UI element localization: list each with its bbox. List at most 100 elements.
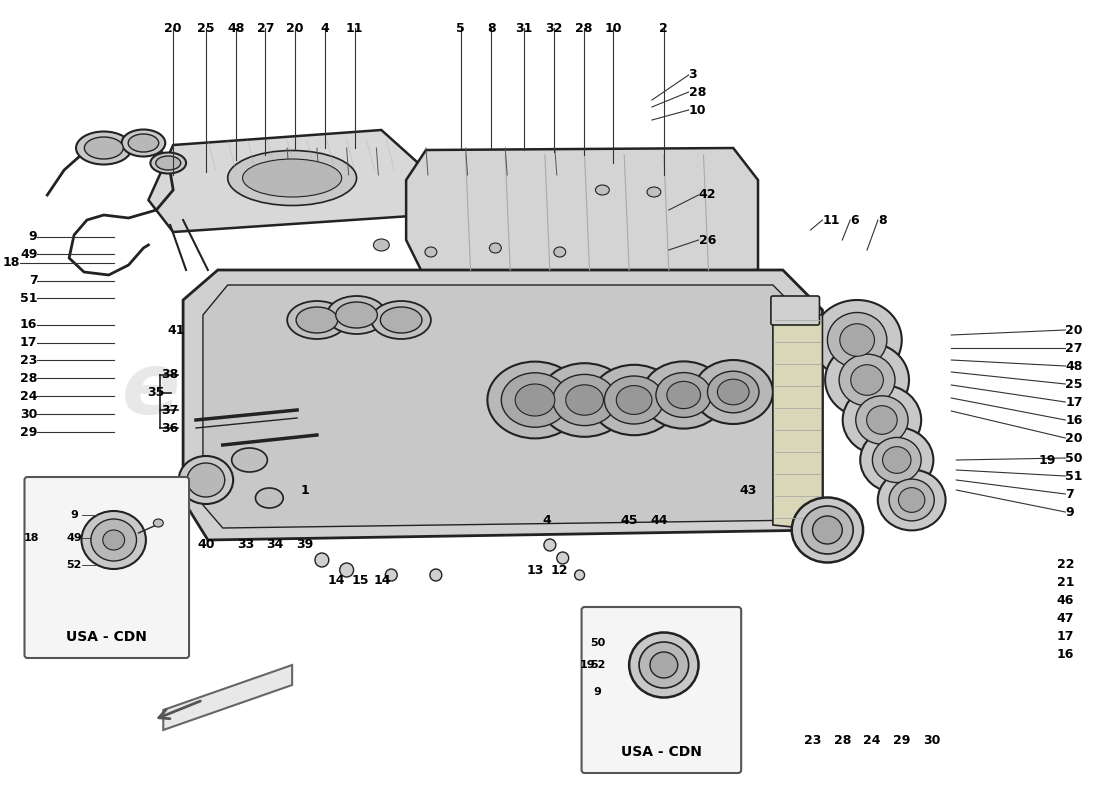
Ellipse shape <box>490 243 502 253</box>
Text: 7: 7 <box>29 274 37 287</box>
Ellipse shape <box>515 384 554 416</box>
Ellipse shape <box>707 371 759 413</box>
Text: 33: 33 <box>236 538 254 551</box>
Text: 39: 39 <box>296 538 314 551</box>
Ellipse shape <box>694 360 773 424</box>
Text: USA - CDN: USA - CDN <box>66 630 147 644</box>
Text: 37: 37 <box>162 403 179 417</box>
Ellipse shape <box>255 488 283 508</box>
Text: 28: 28 <box>575 22 592 34</box>
Text: 52: 52 <box>66 560 81 570</box>
Text: 21: 21 <box>1057 575 1074 589</box>
Text: 20: 20 <box>1065 323 1082 337</box>
Ellipse shape <box>187 463 224 497</box>
Text: a passion for parts since: a passion for parts since <box>372 462 559 478</box>
Text: 11: 11 <box>345 22 363 34</box>
Text: 51: 51 <box>1065 470 1082 482</box>
Text: 45: 45 <box>620 514 638 526</box>
Ellipse shape <box>122 130 165 157</box>
Text: 28: 28 <box>20 371 37 385</box>
Text: 49: 49 <box>66 533 81 543</box>
Text: 29: 29 <box>893 734 911 746</box>
Ellipse shape <box>616 386 652 414</box>
Text: 18: 18 <box>24 533 40 543</box>
Ellipse shape <box>373 239 389 251</box>
Ellipse shape <box>151 153 186 174</box>
Ellipse shape <box>543 539 556 551</box>
Text: 23: 23 <box>20 354 37 366</box>
Ellipse shape <box>850 365 883 395</box>
Ellipse shape <box>656 373 712 418</box>
Ellipse shape <box>85 137 123 159</box>
Ellipse shape <box>867 406 898 434</box>
Text: 49: 49 <box>20 247 37 261</box>
Text: 11: 11 <box>823 214 840 226</box>
Text: 28: 28 <box>834 734 851 746</box>
Text: 9: 9 <box>70 510 78 520</box>
Ellipse shape <box>315 553 329 567</box>
Ellipse shape <box>595 185 609 195</box>
Text: 30: 30 <box>923 734 940 746</box>
Ellipse shape <box>860 427 934 493</box>
Text: 24: 24 <box>864 734 881 746</box>
Ellipse shape <box>372 301 431 339</box>
Ellipse shape <box>228 150 356 206</box>
Text: 31: 31 <box>516 22 532 34</box>
Text: 51: 51 <box>20 291 37 305</box>
Text: 20: 20 <box>1065 431 1082 445</box>
Ellipse shape <box>336 302 377 328</box>
Ellipse shape <box>604 376 663 424</box>
FancyBboxPatch shape <box>771 296 820 325</box>
Text: 47: 47 <box>1057 611 1074 625</box>
Text: 8: 8 <box>878 214 887 226</box>
Text: 20: 20 <box>164 22 182 34</box>
Ellipse shape <box>296 307 338 333</box>
Ellipse shape <box>565 385 604 415</box>
Ellipse shape <box>327 296 386 334</box>
Text: 38: 38 <box>162 369 179 382</box>
Ellipse shape <box>802 506 854 554</box>
Polygon shape <box>406 148 758 280</box>
Ellipse shape <box>178 456 233 504</box>
Text: 17: 17 <box>1065 395 1082 409</box>
Ellipse shape <box>340 563 353 577</box>
Text: 42: 42 <box>698 189 716 202</box>
Text: 14: 14 <box>374 574 392 586</box>
Polygon shape <box>202 285 807 528</box>
Text: 17: 17 <box>1057 630 1074 642</box>
Text: 19: 19 <box>1038 454 1056 466</box>
Text: 4: 4 <box>320 22 329 34</box>
Ellipse shape <box>553 374 616 426</box>
Ellipse shape <box>813 300 902 380</box>
Ellipse shape <box>81 511 146 569</box>
Text: 20: 20 <box>286 22 304 34</box>
Text: USA - CDN: USA - CDN <box>620 745 702 759</box>
Text: 48: 48 <box>227 22 244 34</box>
Text: 27: 27 <box>256 22 274 34</box>
Text: 9: 9 <box>1065 506 1074 518</box>
Ellipse shape <box>385 569 397 581</box>
Ellipse shape <box>825 342 909 418</box>
Text: 8: 8 <box>487 22 496 34</box>
Ellipse shape <box>487 362 583 438</box>
Text: 10: 10 <box>605 22 621 34</box>
Text: 26: 26 <box>698 234 716 246</box>
Text: 5: 5 <box>456 22 465 34</box>
Text: 44: 44 <box>650 514 668 526</box>
Ellipse shape <box>287 301 346 339</box>
Text: 7: 7 <box>1065 487 1074 501</box>
Ellipse shape <box>381 307 422 333</box>
Ellipse shape <box>839 354 895 406</box>
Ellipse shape <box>650 652 678 678</box>
Text: 48: 48 <box>1065 359 1082 373</box>
Text: 36: 36 <box>162 422 179 434</box>
Text: 18: 18 <box>2 257 20 270</box>
Ellipse shape <box>843 385 921 455</box>
Text: 12: 12 <box>551 563 569 577</box>
Text: 24: 24 <box>20 390 37 402</box>
Ellipse shape <box>642 362 725 429</box>
Text: 32: 32 <box>546 22 562 34</box>
Text: 22: 22 <box>1057 558 1074 571</box>
Text: 16: 16 <box>1065 414 1082 426</box>
Ellipse shape <box>102 530 124 550</box>
